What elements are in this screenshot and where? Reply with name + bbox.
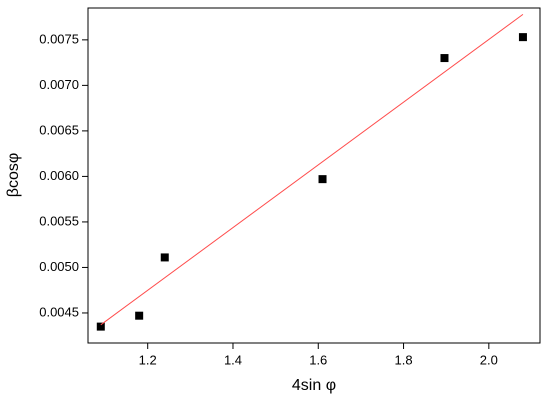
y-tick-label: 0.0045 [39, 304, 79, 319]
data-point [318, 175, 327, 184]
y-tick-label: 0.0065 [39, 122, 79, 137]
data-point [518, 33, 527, 42]
data-point [160, 253, 169, 262]
y-tick-label: 0.0070 [39, 77, 79, 92]
plot-frame [87, 7, 541, 344]
y-tick-label: 0.0075 [39, 31, 79, 46]
y-tick-label: 0.0050 [39, 259, 79, 274]
fit-line [100, 13, 524, 326]
x-tick-label: 2.0 [480, 352, 498, 367]
y-tick-label: 0.0055 [39, 213, 79, 228]
data-point [440, 54, 449, 63]
y-axis-label: βcosφ [5, 153, 22, 197]
x-axis-label: 4sin φ [292, 377, 336, 394]
x-tick-label: 1.8 [395, 352, 413, 367]
data-point [96, 322, 105, 331]
y-tick-label: 0.0060 [39, 168, 79, 183]
data-point [135, 311, 144, 320]
x-tick-label: 1.4 [224, 352, 242, 367]
x-tick-label: 1.6 [309, 352, 327, 367]
x-tick-label: 1.2 [139, 352, 157, 367]
